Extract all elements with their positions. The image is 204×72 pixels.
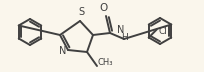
Text: N: N (59, 46, 66, 56)
Text: CH₃: CH₃ (98, 58, 113, 67)
Text: H: H (121, 33, 127, 42)
Text: S: S (78, 7, 84, 17)
Text: Cl: Cl (159, 28, 168, 37)
Text: N: N (117, 25, 125, 35)
Text: O: O (100, 3, 108, 13)
